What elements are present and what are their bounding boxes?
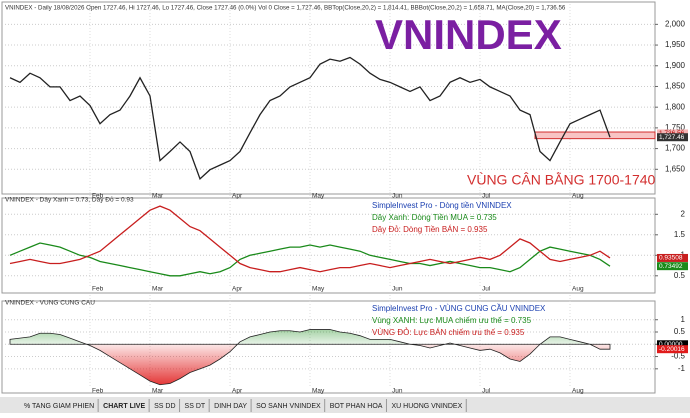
x-tick-label: Aug	[572, 286, 584, 293]
tab-bar	[0, 397, 690, 413]
panel-annotation: Dây Xanh: Dòng Tiền MUA = 0.735	[372, 213, 497, 222]
end-tag	[657, 253, 688, 262]
x-tick-label: Apr	[232, 193, 243, 200]
y-tick-label: 1,850	[665, 82, 686, 91]
x-tick-label: Jun	[392, 193, 403, 200]
y-tick-label: 1,650	[665, 164, 686, 173]
y-tick-label: 1,900	[665, 61, 686, 70]
x-tick-label: Aug	[572, 388, 584, 395]
tab[interactable]: BOT PHAN HOA	[330, 403, 383, 410]
panel-annotation: Dây Đỏ: Dòng Tiền BÁN = 0.935	[372, 225, 488, 234]
y-tick-label: 1,750	[665, 123, 686, 132]
chart-title: VNINDEX	[375, 11, 562, 58]
x-tick-label: Mar	[152, 193, 164, 200]
price-tag-label: 1,727.46	[659, 134, 685, 141]
tab[interactable]: DINH DAY	[214, 403, 247, 410]
x-tick-label: Aug	[572, 193, 584, 200]
y-tick-label: -1	[678, 364, 686, 373]
end-tag	[657, 345, 688, 354]
y-tick-label: 1,950	[665, 40, 686, 49]
zone-annotation: VÙNG CÂN BẰNG 1700-1740	[467, 171, 656, 188]
tab[interactable]: XU HUONG VNINDEX	[391, 403, 462, 410]
y-tick-label: 2	[681, 209, 686, 218]
y-tick-label: 1,700	[665, 144, 686, 153]
tab[interactable]: SO SANH VNINDEX	[256, 403, 321, 410]
tab[interactable]: % TANG GIAM PHIEN	[24, 403, 94, 410]
panel-title: VNINDEX - Dây Xanh = 0.73, Dây Đỏ = 0.93	[5, 196, 134, 204]
x-tick-label: Jun	[392, 286, 403, 293]
flow-panel	[1, 197, 656, 294]
x-tick-label: May	[312, 193, 325, 200]
panel-annotation: SimpleInvest Pro - VÙNG CUNG CẦU VNINDEX	[372, 303, 546, 313]
x-tick-label: Apr	[232, 388, 243, 395]
x-tick-label: Jul	[482, 388, 491, 395]
y-tick-label: 0.5	[674, 327, 686, 336]
y-tick-label: 1,800	[665, 102, 686, 111]
balance-zone	[534, 131, 656, 140]
x-tick-label: Jun	[392, 388, 403, 395]
price-panel	[1, 1, 656, 195]
data-line	[9, 205, 611, 273]
x-tick-label: Jul	[482, 286, 491, 293]
end-tag-label: 0.00000	[659, 341, 683, 348]
data-line	[9, 56, 611, 180]
end-tag	[657, 340, 688, 349]
supply-panel	[1, 300, 656, 394]
y-tick-label: 1.5	[674, 230, 686, 239]
y-tick-label: -0.5	[671, 352, 685, 361]
x-tick-label: May	[312, 388, 325, 395]
x-tick-label: Mar	[152, 286, 164, 293]
supply-demand-area	[9, 329, 611, 386]
tab[interactable]: SS DD	[154, 403, 175, 410]
panel-annotation: Vùng XANH: Lực MUA chiếm ưu thế = 0.735	[372, 316, 532, 325]
x-tick-label: Feb	[92, 388, 104, 395]
x-tick-label: May	[312, 286, 325, 293]
y-tick-label: 2,000	[665, 19, 686, 28]
data-line	[9, 242, 611, 277]
panel-title: VNINDEX - VUNG CUNG CAU	[5, 300, 95, 307]
x-tick-label: Mar	[152, 388, 164, 395]
end-tag-label: 0.73492	[659, 263, 683, 270]
price-tag	[657, 133, 688, 142]
end-tag-label: 0.93508	[659, 255, 683, 262]
y-tick-label: 1	[681, 315, 686, 324]
tab[interactable]: CHART LIVE	[103, 403, 145, 410]
panel-annotation: VÙNG ĐỎ: Lực BÁN chiếm ưu thế = 0.935	[372, 328, 525, 337]
x-tick-label: Feb	[92, 286, 104, 293]
y-tick-label: 0.5	[674, 271, 686, 280]
x-tick-label: Jul	[482, 193, 491, 200]
x-tick-label: Apr	[232, 286, 243, 293]
x-tick-label: Feb	[92, 193, 104, 200]
header-info: VNINDEX - Daily 18/08/2026 Open 1727.46,…	[5, 5, 566, 12]
tab[interactable]: SS DT	[185, 403, 206, 410]
panel-annotation: SimpleInvest Pro - Dòng tiền VNINDEX	[372, 201, 512, 210]
end-tag-label: -0.20016	[659, 346, 685, 353]
end-tag	[657, 262, 688, 271]
